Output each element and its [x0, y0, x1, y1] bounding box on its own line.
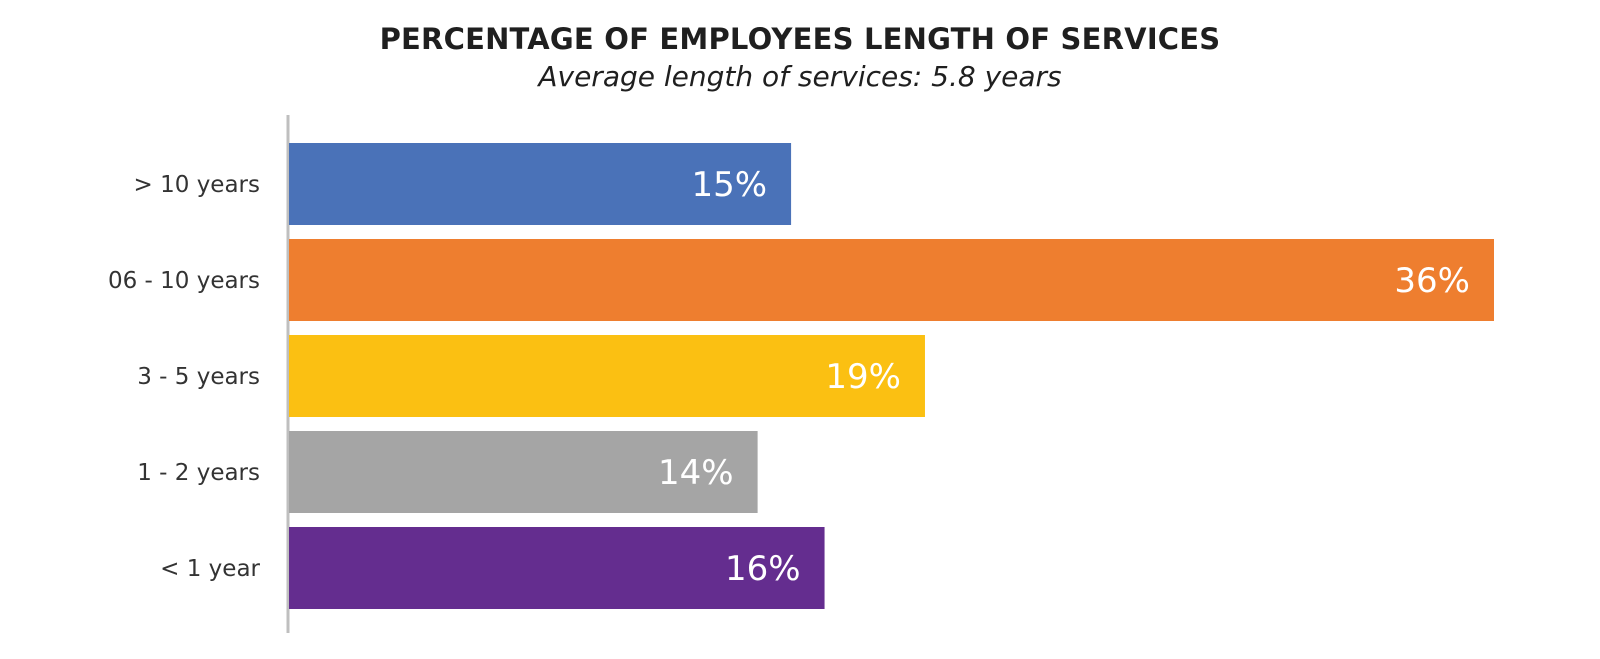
bars-group: > 10 years 15% 06 - 10 years 36% 3 - 5 years… — [108, 143, 1494, 609]
value-label-0: 15% — [692, 165, 768, 205]
value-label-1: 36% — [1394, 261, 1470, 301]
bar-2 — [289, 335, 925, 417]
chart-subtitle: Average length of services: 5.8 years — [538, 60, 1062, 93]
value-label-4: 16% — [725, 549, 801, 589]
category-label-2: 3 - 5 years — [137, 364, 260, 390]
bar-3 — [289, 431, 758, 513]
category-label-1: 06 - 10 years — [108, 268, 260, 294]
bar-4 — [289, 527, 825, 609]
category-label-0: > 10 years — [134, 172, 260, 198]
bar-1 — [289, 239, 1494, 321]
category-label-3: 1 - 2 years — [137, 460, 260, 486]
value-label-2: 19% — [825, 357, 901, 397]
bar-0 — [289, 143, 792, 225]
value-label-3: 14% — [658, 453, 734, 493]
category-label-4: < 1 year — [160, 556, 260, 582]
chart-title: PERCENTAGE OF EMPLOYEES LENGTH OF SERVIC… — [379, 22, 1221, 56]
